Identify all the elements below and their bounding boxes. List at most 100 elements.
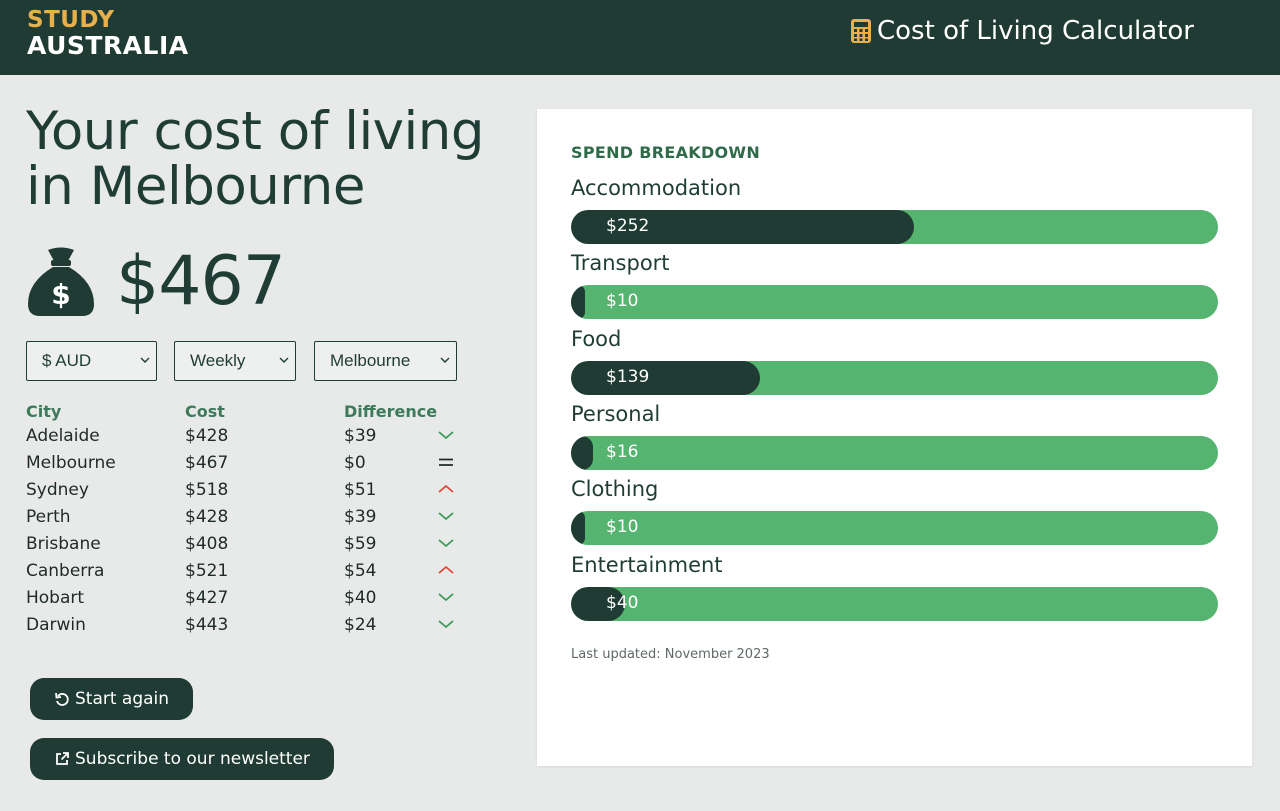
logo-line-study: STUDY (27, 7, 115, 33)
breakdown-amount: $16 (606, 441, 639, 462)
breakdown-bar-track: $139 (571, 360, 1218, 395)
city-cell: Canberra (26, 560, 105, 581)
app-title-text: Cost of Living Calculator (877, 16, 1194, 46)
table-header-row: City Cost Difference (26, 400, 477, 422)
trend-cell (437, 611, 477, 638)
chevron-up-icon (438, 565, 454, 574)
table-row: Sydney $518 $51 (26, 476, 477, 503)
breakdown-bar-track: $10 (571, 511, 1218, 546)
trend-cell (437, 476, 477, 503)
difference-cell: $39 (344, 425, 377, 446)
cost-cell: $443 (185, 614, 229, 635)
currency-select[interactable]: $ AUD (26, 341, 157, 381)
city-select[interactable]: Melbourne (314, 341, 457, 381)
table-body: Adelaide $428 $39 Melbourne $467 $0 Sydney $518… (26, 422, 477, 638)
city-cell: Hobart (26, 587, 85, 608)
calculator-icon (851, 19, 871, 43)
city-cell: Sydney (26, 479, 89, 500)
trend-cell (437, 557, 477, 584)
chevron-down-icon (140, 357, 150, 363)
cost-cell: $428 (185, 506, 229, 527)
breakdown-bar-track: $10 (571, 285, 1218, 320)
subscribe-newsletter-button[interactable]: Subscribe to our newsletter (30, 738, 334, 780)
breakdown-bar-track: $40 (571, 586, 1218, 621)
city-comparison-table: City Cost Difference Adelaide $428 $39 Melb… (26, 400, 477, 638)
table-row: Perth $428 $39 (26, 503, 477, 530)
breakdown-amount: $10 (606, 291, 639, 312)
svg-text:$: $ (51, 278, 70, 311)
start-again-label: Start again (75, 689, 170, 709)
difference-cell: $59 (344, 533, 377, 554)
table-row: Hobart $427 $40 (26, 584, 477, 611)
city-cell: Darwin (26, 614, 86, 635)
trend-cell (437, 530, 477, 557)
breakdown-bar-fill (571, 210, 914, 244)
equals-icon (439, 458, 454, 466)
cost-cell: $521 (185, 560, 229, 581)
chevron-down-icon (438, 592, 454, 601)
table-row: Adelaide $428 $39 (26, 422, 477, 449)
trend-cell (437, 449, 477, 476)
breakdown-label: Personal (571, 401, 661, 426)
trend-cell (437, 584, 477, 611)
difference-cell: $0 (344, 452, 366, 473)
table-row: Darwin $443 $24 (26, 611, 477, 638)
column-header-cost: Cost (185, 401, 225, 421)
spend-breakdown-card: SPEND BREAKDOWN Accommodation $252 Transpo… (537, 109, 1252, 766)
column-header-city: City (26, 401, 62, 421)
table-row: Melbourne $467 $0 (26, 449, 477, 476)
chevron-down-icon (438, 511, 454, 520)
last-updated-note: Last updated: November 2023 (571, 647, 770, 662)
difference-cell: $54 (344, 560, 377, 581)
breakdown-bar-fill (571, 511, 585, 546)
chevron-down-icon (438, 430, 454, 439)
breakdown-bar-fill (571, 360, 760, 395)
money-bag-icon: $ (28, 247, 94, 316)
chevron-up-icon (438, 484, 454, 493)
cost-cell: $428 (185, 425, 229, 446)
cost-cell: $518 (185, 479, 229, 500)
study-australia-logo[interactable]: STUDY AUSTRALIA (27, 7, 189, 60)
cost-cell: $467 (185, 452, 229, 473)
city-cell: Melbourne (26, 452, 116, 473)
cost-cell: $408 (185, 533, 229, 554)
city-cell: Brisbane (26, 533, 101, 554)
city-cell: Perth (26, 506, 71, 527)
undo-icon (55, 692, 69, 706)
breakdown-label: Food (571, 326, 622, 351)
page-headline: Your cost of living in Melbourne (26, 101, 485, 217)
column-header-difference: Difference (344, 401, 438, 421)
breakdown-bar-fill (571, 285, 585, 320)
period-select[interactable]: Weekly (174, 341, 296, 381)
spend-breakdown-heading: SPEND BREAKDOWN (571, 143, 761, 162)
breakdown-bar-fill (571, 586, 625, 621)
total-amount: $467 (116, 242, 286, 321)
app-title: Cost of Living Calculator (850, 16, 1194, 46)
table-row: Brisbane $408 $59 (26, 530, 477, 557)
start-again-button[interactable]: Start again (30, 678, 194, 720)
breakdown-bar-track: $16 (571, 435, 1218, 470)
breakdown-label: Entertainment (571, 552, 723, 577)
chevron-down-icon (438, 619, 454, 628)
breakdown-label: Clothing (571, 477, 659, 502)
total-cost: $ $467 (26, 242, 286, 321)
difference-cell: $39 (344, 506, 377, 527)
breakdown-amount: $40 (606, 592, 639, 613)
breakdown-amount: $10 (606, 517, 639, 538)
external-link-icon (56, 752, 69, 765)
breakdown-label: Transport (571, 251, 670, 276)
logo-line-australia: AUSTRALIA (27, 31, 189, 60)
subscribe-label: Subscribe to our newsletter (75, 749, 310, 769)
difference-cell: $24 (344, 614, 377, 635)
breakdown-amount: $252 (606, 216, 650, 236)
chevron-down-icon (279, 357, 289, 363)
breakdown-bar-fill (571, 435, 593, 470)
column-header-trend (437, 400, 477, 422)
table-row: Canberra $521 $54 (26, 557, 477, 584)
breakdown-bar-track: $252 (571, 210, 1218, 244)
chevron-down-icon (440, 357, 450, 363)
breakdown-label: Accommodation (571, 176, 742, 200)
trend-cell (437, 503, 477, 530)
breakdown-amount: $139 (606, 366, 650, 387)
period-select-value: Weekly (190, 351, 246, 370)
